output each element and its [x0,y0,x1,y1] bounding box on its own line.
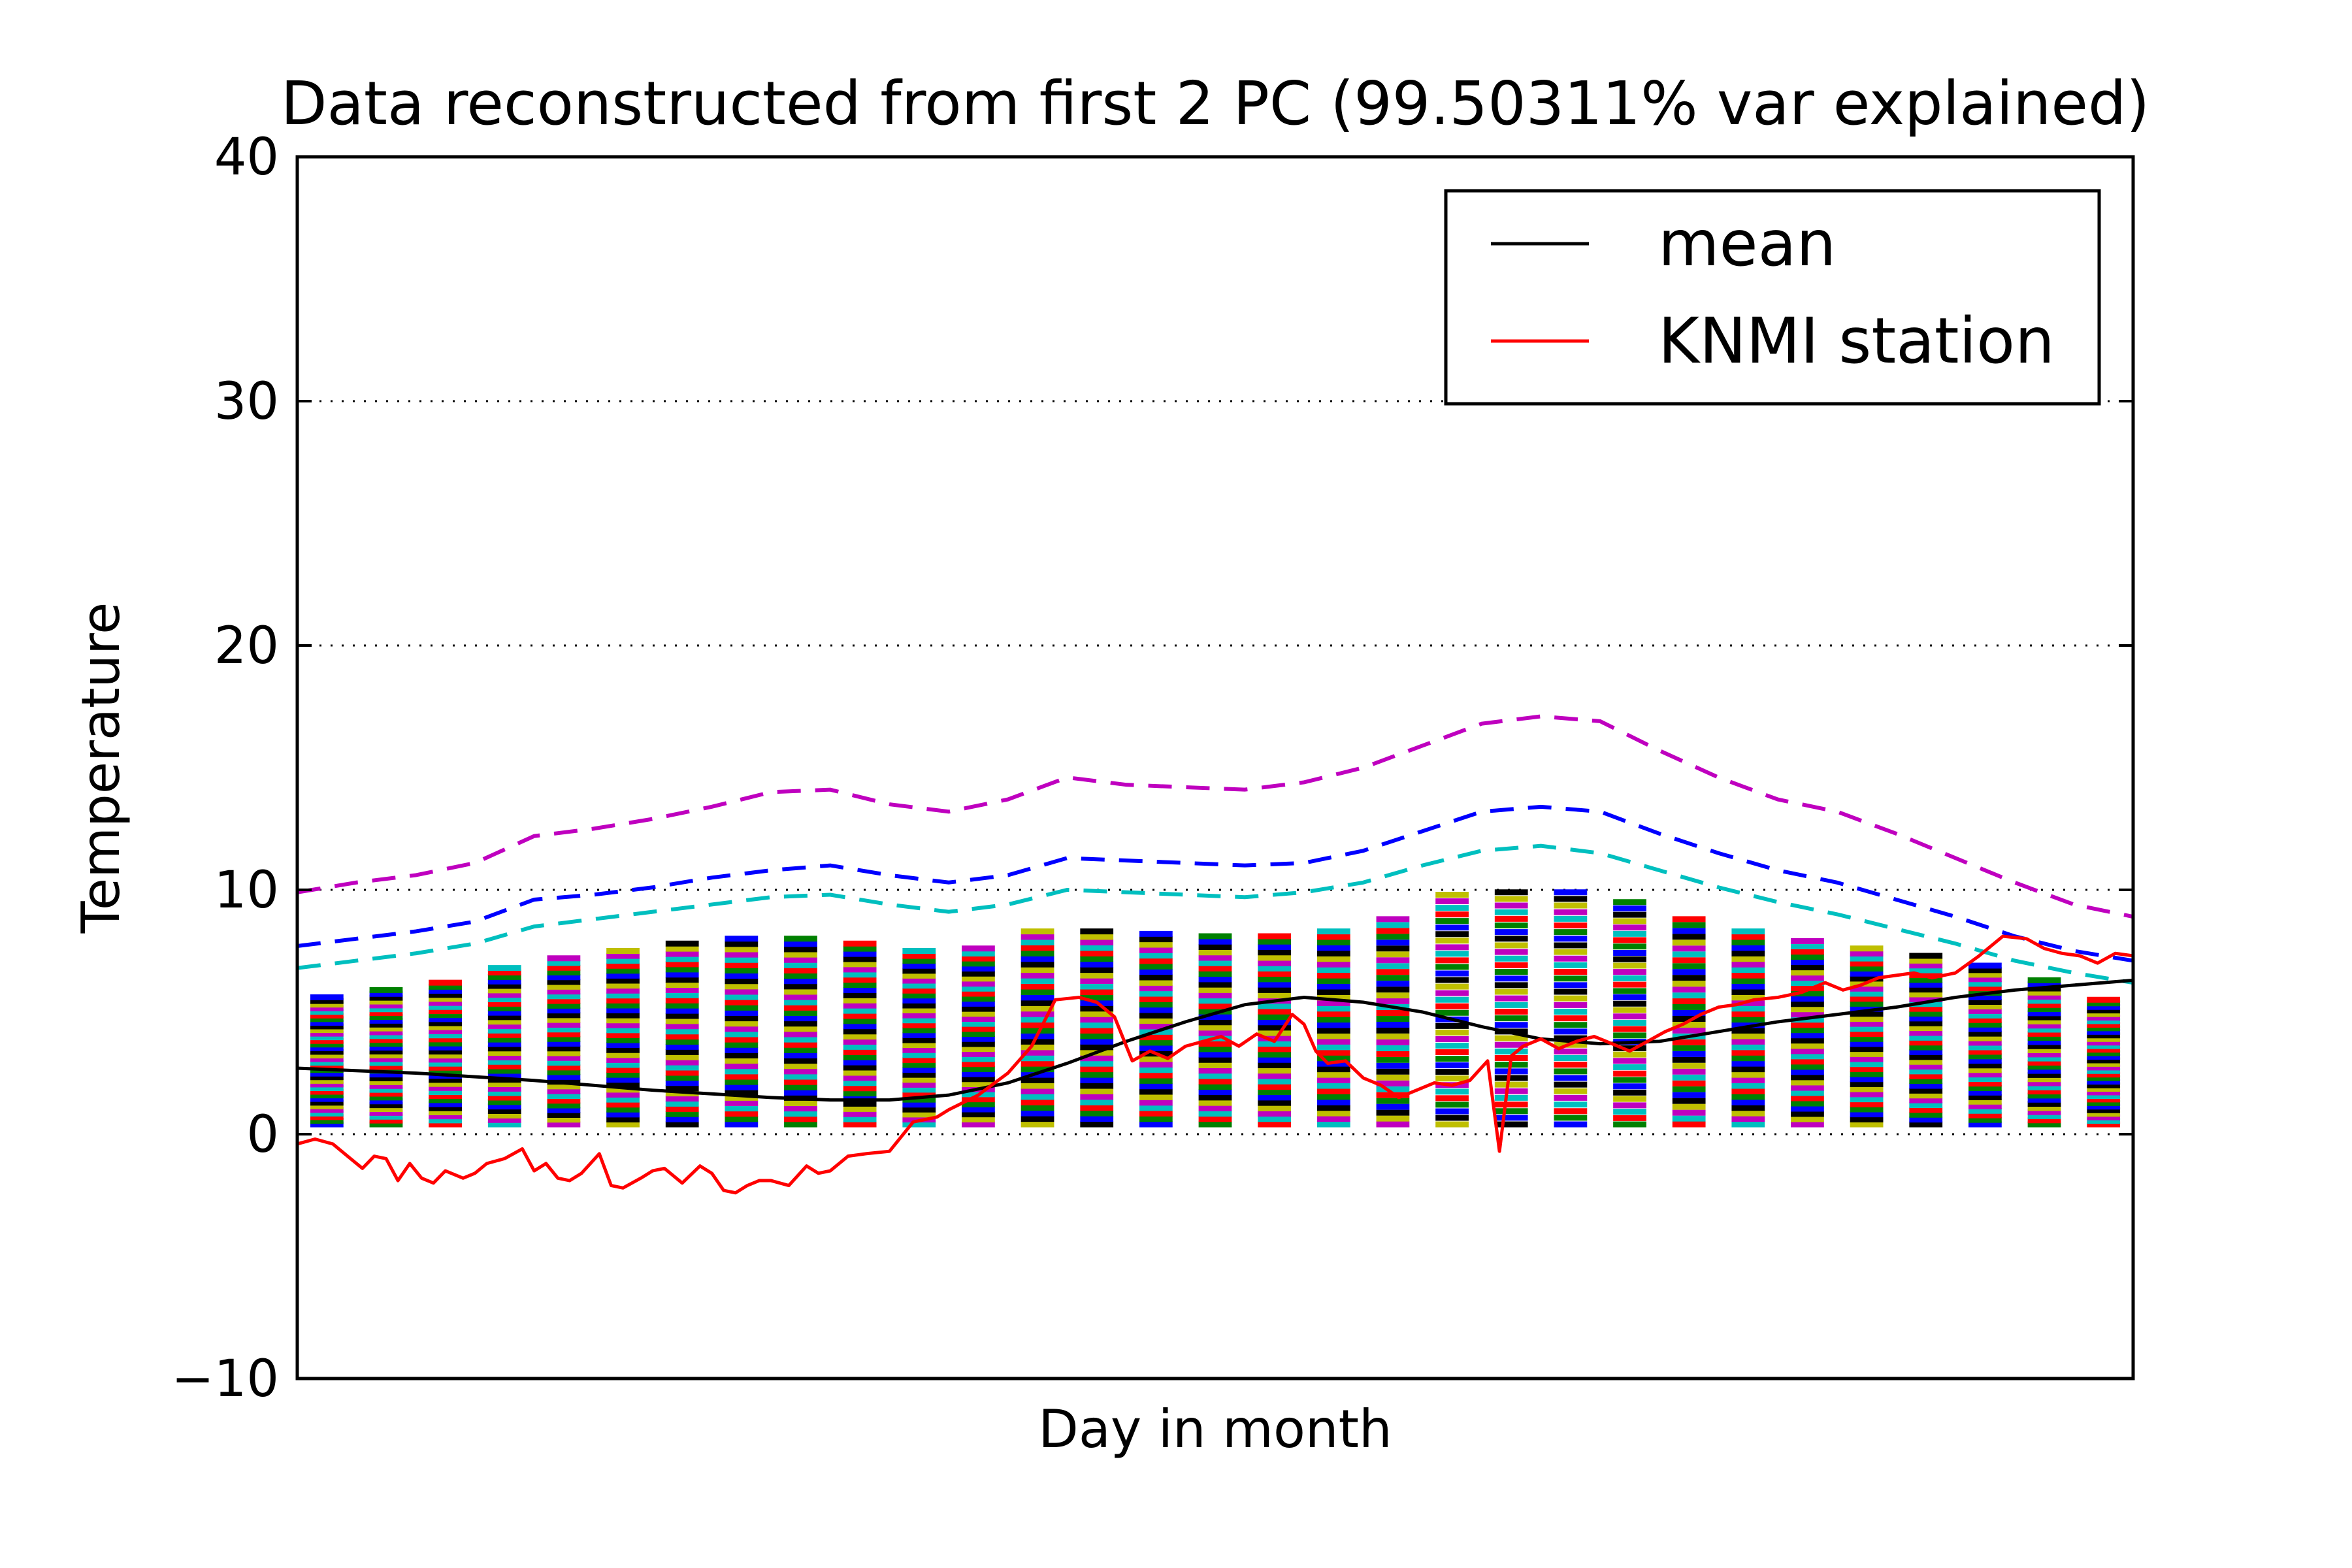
dashed-blue-series [297,804,2134,963]
band-block-9 [843,940,877,1128]
mean-layer [297,978,2134,1102]
ytick-label-0: −10 [171,1350,279,1409]
band-block-15 [1198,933,1232,1128]
mean-series-line [297,978,2134,1102]
ytick-label-3: 20 [214,617,279,676]
band-block-6 [665,940,699,1128]
band-block-3 [487,965,521,1128]
plot-frame [295,155,2135,1380]
chart-title: Data reconstructed from first 2 PC (99.5… [281,69,2150,139]
y-tick-labels: −10 0 10 20 30 40 [171,128,279,1409]
band-block-27 [1909,953,1943,1128]
y-axis-label: Temperature [71,602,131,934]
knmi-layer [297,934,2134,1195]
band-layer [310,889,2121,1128]
band-block-21 [1554,889,1588,1128]
band-block-0 [310,994,344,1128]
band-block-17 [1316,928,1350,1128]
ytick-label-5: 40 [214,128,279,187]
band-block-26 [1850,945,1884,1128]
band-block-5 [606,948,640,1128]
band-block-19 [1435,891,1469,1128]
band-block-24 [1731,928,1765,1128]
band-block-11 [962,945,995,1128]
band-block-8 [784,936,817,1128]
band-block-1 [369,987,403,1128]
dashed-cyan-series [297,843,2134,985]
band-block-30 [2087,996,2121,1128]
dashed-layer [297,714,2134,985]
legend: mean KNMI station [1444,189,2101,406]
dashed-magenta-series [297,714,2134,919]
band-block-29 [2027,977,2061,1128]
band-block-28 [1968,962,2002,1128]
band-block-10 [902,948,936,1128]
band-block-7 [725,936,759,1128]
band-block-23 [1672,916,1706,1128]
legend-mean-label: mean [1658,207,1836,280]
legend-box [1444,189,2101,406]
band-block-22 [1613,899,1646,1128]
band-block-25 [1791,938,1824,1128]
band-block-13 [1080,928,1114,1128]
band-block-12 [1021,928,1054,1128]
x-axis-label: Day in month [1038,1399,1392,1460]
ytick-label-2: 10 [214,861,279,920]
band-block-16 [1258,933,1292,1128]
ytick-label-4: 30 [214,372,279,431]
band-block-2 [429,979,462,1128]
legend-knmi-label: KNMI station [1658,304,2055,378]
band-block-4 [547,955,581,1128]
ytick-label-1: 0 [246,1105,279,1164]
knmi-series-line [297,934,2134,1195]
